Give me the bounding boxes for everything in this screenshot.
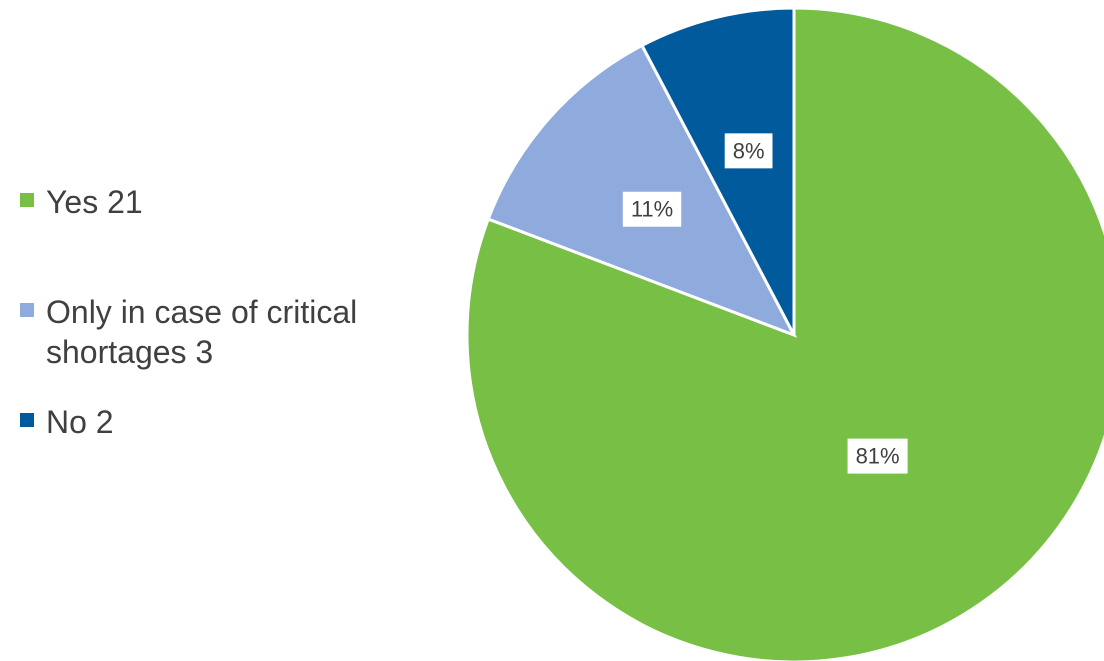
legend-swatch-yes bbox=[20, 193, 34, 207]
legend-label-critical-shortages: Only in case of critical shortages 3 bbox=[46, 294, 358, 370]
data-label-no: 8% bbox=[724, 133, 773, 169]
legend-swatch-critical-shortages bbox=[20, 303, 34, 317]
legend-item-critical-shortages: Only in case of critical shortages 3 bbox=[20, 292, 426, 372]
legend-swatch-no bbox=[20, 413, 34, 427]
data-label-text-yes: 81% bbox=[856, 444, 900, 469]
pie-slice-no bbox=[640, 6, 796, 336]
legend-item-yes: Yes 21 bbox=[20, 182, 426, 222]
legend-label-no: No 2 bbox=[46, 404, 114, 440]
legend-label-yes: Yes 21 bbox=[46, 184, 143, 220]
data-label-yes: 81% bbox=[847, 438, 908, 474]
data-label-text-no: 8% bbox=[733, 138, 765, 163]
data-label-box-no bbox=[724, 133, 773, 169]
data-label-box-critical-shortages bbox=[622, 191, 682, 227]
legend-item-no: No 2 bbox=[20, 402, 426, 442]
pie-slice-critical-shortages bbox=[486, 43, 798, 338]
pie-slice-yes bbox=[465, 6, 1104, 661]
data-label-box-yes bbox=[847, 438, 908, 474]
data-label-critical-shortages: 11% bbox=[622, 191, 682, 227]
data-label-text-critical-shortages: 11% bbox=[631, 197, 673, 222]
